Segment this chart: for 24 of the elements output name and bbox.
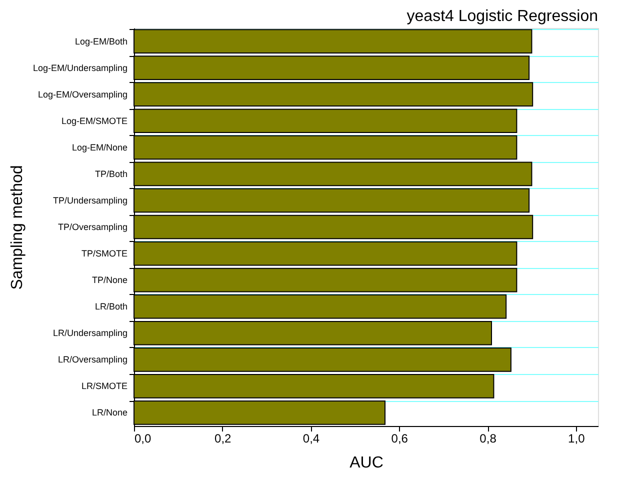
y-tick-label: LR/Undersampling [52, 328, 128, 338]
y-tick-label: TP/Both [94, 168, 128, 179]
x-axis-title: AUC [350, 454, 384, 472]
x-tick-label: 0,6 [391, 432, 408, 446]
y-tick-label: TP/None [92, 275, 128, 286]
x-tick-label: 1,0 [568, 432, 586, 446]
y-tick-label: Log-EM/Undersampling [32, 62, 128, 73]
y-tick-label: LR/None [92, 408, 128, 418]
x-tick-label: 0,4 [302, 432, 320, 446]
y-tick-label: LR/SMOTE [81, 381, 128, 392]
y-tick-label: Log-EM/Oversampling [38, 89, 128, 100]
y-tick-label: TP/Undersampling [52, 195, 128, 206]
y-tick-label: Log-EM/SMOTE [61, 116, 128, 126]
x-tick-label: 0,0 [134, 432, 152, 446]
chart-title: yeast4 Logistic Regression [406, 8, 598, 25]
y-tick-label: LR/Oversampling [58, 354, 128, 365]
y-tick-label: Log-EM/Both [74, 36, 128, 46]
y-tick-label: TP/Oversampling [58, 222, 128, 232]
y-tick-label: LR/Both [94, 302, 128, 312]
y-tick-label: Log-EM/None [72, 142, 128, 152]
y-axis-title: Sampling method [8, 165, 26, 290]
x-tick-label: 0,2 [214, 432, 232, 446]
y-tick-label: TP/SMOTE [81, 248, 128, 259]
x-tick-label: 0,8 [480, 432, 497, 446]
